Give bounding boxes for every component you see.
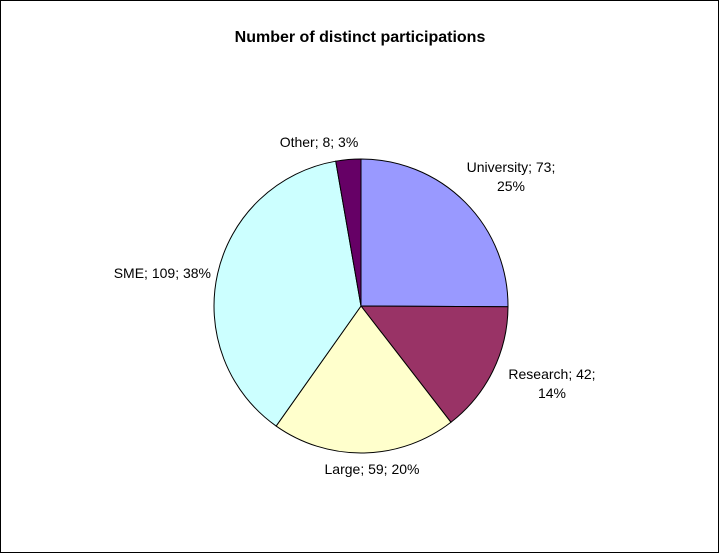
pie-slice-other: [335, 158, 362, 307]
slice-label-other: Other; 8; 3%: [280, 134, 359, 150]
pie-slice-university: [360, 158, 509, 308]
slice-label-large: Large; 59; 20%: [325, 461, 420, 477]
chart-title: Number of distinct participations: [235, 29, 486, 46]
pie-slice-sme: [213, 160, 362, 427]
slice-labels: University; 73; 25% Research; 42; 14% Large;…: [114, 134, 596, 477]
slice-label-university: University; 73; 25%: [467, 159, 556, 194]
pie-slice-research: [359, 305, 509, 423]
pie-slice-large: [275, 305, 452, 454]
slice-label-sme: SME; 109; 38%: [114, 265, 211, 281]
slice-label-research: Research; 42; 14%: [508, 366, 595, 401]
pie-slices: [213, 158, 509, 454]
